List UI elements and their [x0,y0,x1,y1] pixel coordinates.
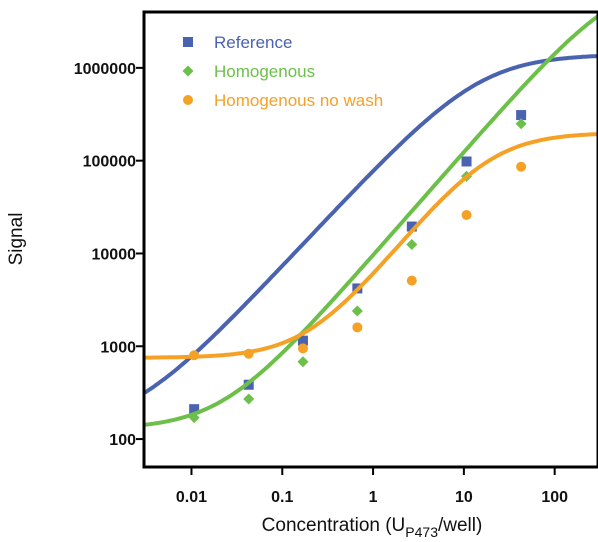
fit-curve [144,14,598,427]
data-point-square [461,156,472,167]
x-axis-title-subscript: P473 [405,524,438,540]
plot-frame [142,10,598,469]
series-homogenous-no-wash [144,132,598,361]
data-point-diamond [515,118,527,130]
data-point-square [406,221,417,232]
data-point-square [297,335,308,346]
y-tick-label: 10000 [92,246,137,263]
data-point-diamond [182,65,194,77]
legend-label: Homogenous no wash [214,91,383,110]
data-point-circle [352,322,363,333]
x-axis-title-tail: /well) [438,515,482,536]
data-point-circle [189,350,200,361]
data-point-square [189,404,200,415]
x-tick-label: 10 [455,489,473,506]
legend-item: Reference [183,33,292,52]
x-tick-label: 0.01 [176,489,207,506]
data-point-square [183,37,193,47]
data-point-circle [183,95,193,105]
legend-label: Homogenous [214,62,315,81]
legend: Reference Homogenous Homogenous no wash [182,33,383,110]
series-homogenous [144,14,598,427]
data-point-circle [516,161,527,172]
data-point-diamond [351,305,363,317]
data-point-circle [243,348,254,359]
axis-ticks: 0.01 0.1 1 10 100 100 1000 10000 100000 1000000 [74,61,568,506]
data-point-circle [461,209,472,220]
x-axis-title-main: Concentration (U [262,515,406,536]
fit-curve [144,132,598,360]
data-point-diamond [297,356,309,368]
chart-marks [144,14,598,427]
data-point-diamond [243,393,255,405]
y-tick-label: 100 [109,432,136,449]
fit-curve [144,54,598,395]
x-tick-label: 0.1 [271,489,293,506]
data-point-circle [297,343,308,354]
data-point-square [516,110,527,121]
legend-item: Homogenous no wash [183,91,383,110]
x-tick-label: 100 [541,489,568,506]
x-axis-title: Concentration (UP473/well) [262,515,483,540]
y-axis-title: Signal [6,213,27,266]
x-tick-label: 1 [369,489,378,506]
legend-label: Reference [214,33,292,52]
y-tick-label: 100000 [83,154,136,171]
y-tick-label: 1000 [100,339,136,356]
y-tick-label: 1000000 [74,61,136,78]
data-point-diamond [188,412,200,424]
legend-item: Homogenous [182,62,315,81]
data-point-circle [406,275,417,286]
data-point-diamond [406,238,418,250]
